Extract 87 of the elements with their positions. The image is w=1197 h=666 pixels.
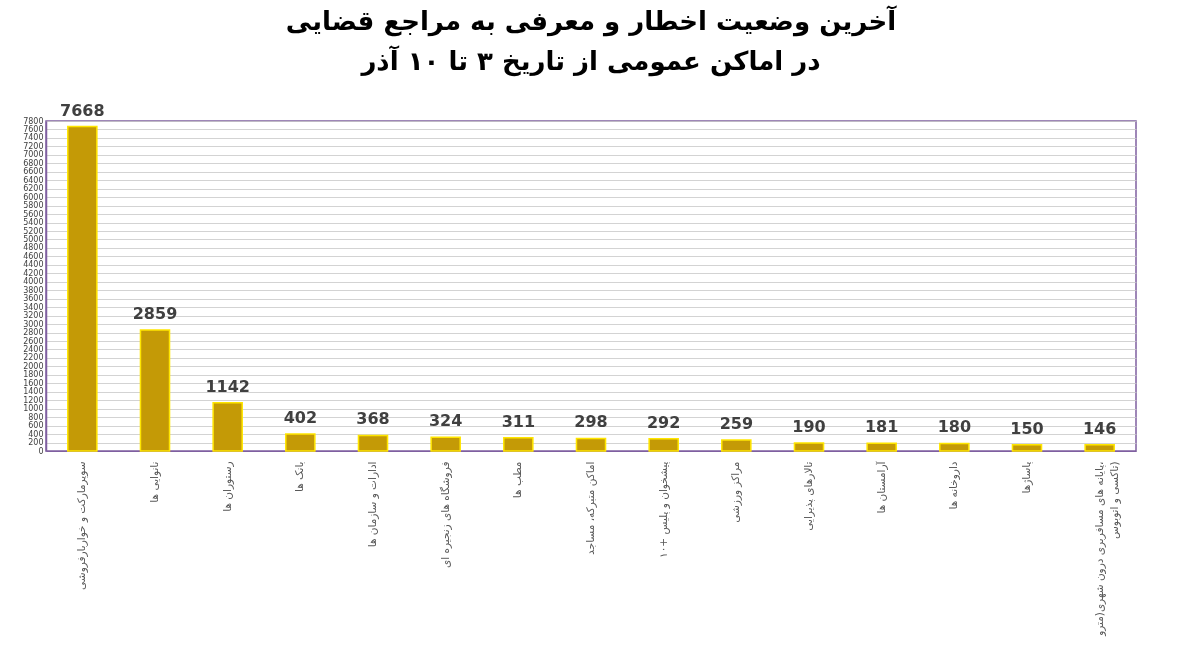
y-tick-label: 2000	[23, 361, 44, 371]
y-tick-label: 200	[28, 438, 44, 448]
y-tick-label: 2800	[23, 328, 44, 338]
y-tick-label: 7800	[23, 116, 44, 126]
bar	[575, 437, 607, 452]
data-label: 368	[356, 409, 390, 429]
bar	[67, 125, 98, 452]
y-tick-label: 6600	[23, 167, 44, 177]
x-tick-label: فروشگاه های زنجیره ای	[438, 461, 452, 569]
data-label: 1142	[205, 376, 250, 396]
y-tick-label: 3600	[23, 294, 44, 304]
x-tick-label: تالارهای پذیرایی	[802, 461, 815, 531]
y-tick-label: 1600	[23, 378, 44, 388]
x-tick-label: داروخانه ها	[947, 461, 961, 510]
bar	[721, 439, 752, 452]
x-tick-label: رستوران ها	[220, 461, 234, 512]
y-tick-label: 2400	[23, 344, 44, 354]
bar	[357, 434, 389, 452]
y-tick-label: 1800	[23, 370, 44, 380]
y-tick-label: 400	[28, 429, 44, 439]
y-tick-label: 6000	[23, 192, 44, 202]
data-label: 190	[792, 416, 826, 436]
y-tick-label: 2200	[23, 353, 44, 363]
data-label: 7668	[60, 100, 105, 120]
y-tick-label: 6800	[23, 158, 44, 168]
y-tick-label: 4000	[23, 277, 44, 287]
y-tick-label: 0	[38, 446, 44, 456]
y-tick-label: 3000	[23, 319, 44, 329]
y-tick-label: 6200	[23, 184, 44, 194]
y-tick-label: 4800	[23, 243, 44, 253]
x-tick-label: بانک ها	[293, 461, 306, 493]
y-tick-label: 600	[28, 421, 44, 431]
x-tick-label: مراکز ورزشی	[729, 461, 743, 523]
y-tick-label: 5800	[23, 201, 44, 211]
x-tick-label: مطب ها	[511, 461, 524, 499]
x-tick-label: نانوایی ها	[148, 461, 161, 503]
y-tick-label: 5400	[23, 218, 44, 228]
y-tick-label: 5200	[23, 226, 44, 236]
bar	[503, 437, 534, 452]
x-tick-label: ادارات و سازمان ها	[366, 461, 379, 548]
y-tick-label: 2600	[23, 336, 44, 346]
y-tick-label: 1400	[23, 387, 44, 397]
y-tick-label: 3400	[23, 302, 44, 312]
x-tick-label: پایانه های مسافربری درون شهری(مترو، تاکسی و اتوبوس)	[1092, 461, 1121, 637]
y-tick-label: 4400	[23, 260, 44, 270]
bar	[866, 442, 897, 452]
bar	[793, 442, 825, 452]
data-label: 324	[428, 411, 463, 431]
x-tick-label: پاساژها	[1020, 461, 1033, 494]
x-tick-label: سوپرمارکت و خواربارفروشی	[75, 461, 89, 590]
bar	[430, 436, 461, 452]
y-tick-label: 5600	[23, 209, 44, 219]
y-tick-label: 4200	[23, 268, 44, 278]
data-label: 292	[646, 412, 681, 432]
y-tick-label: 7200	[23, 141, 44, 151]
y-tick-label: 7400	[23, 133, 44, 143]
x-tick-label: اماکن متبرکه، مساجد	[584, 461, 597, 555]
y-tick-label: 1200	[23, 395, 44, 405]
chart-title: آخرین وضعیت اخطار و معرفی به مراجع قضایی	[285, 4, 898, 37]
y-tick-label: 4600	[23, 251, 44, 261]
bar	[285, 433, 316, 452]
y-tick-label: 7000	[23, 150, 44, 160]
bar	[648, 437, 679, 452]
bar	[939, 442, 970, 452]
data-label: 298	[574, 412, 608, 432]
x-tick-label: آرامستان ها	[874, 460, 888, 514]
chart-subtitle: در اماکن عمومی از تاریخ ۳ تا ۱۰ آذر	[359, 44, 821, 77]
data-label: 181	[864, 417, 899, 437]
data-label: 259	[719, 414, 754, 434]
y-tick-label: 5000	[23, 234, 44, 244]
data-label: 311	[501, 411, 536, 431]
bar	[1011, 443, 1043, 452]
bar	[1084, 444, 1115, 452]
y-tick-label: 7600	[23, 124, 44, 134]
data-label: 180	[937, 417, 972, 437]
y-tick-label: 1000	[23, 404, 44, 414]
y-tick-label: 800	[28, 412, 44, 422]
data-label: 150	[1010, 418, 1044, 438]
y-tick-label: 6400	[23, 175, 44, 185]
y-tick-label: 3200	[23, 311, 44, 321]
bar	[212, 401, 243, 452]
data-label: 146	[1082, 418, 1117, 438]
x-tick-label: پیشخوان و پلیس +۱۰	[656, 461, 670, 558]
data-label: 2859	[132, 304, 178, 324]
y-tick-label: 3800	[23, 285, 44, 295]
data-label: 402	[283, 407, 318, 427]
bar	[139, 329, 171, 452]
